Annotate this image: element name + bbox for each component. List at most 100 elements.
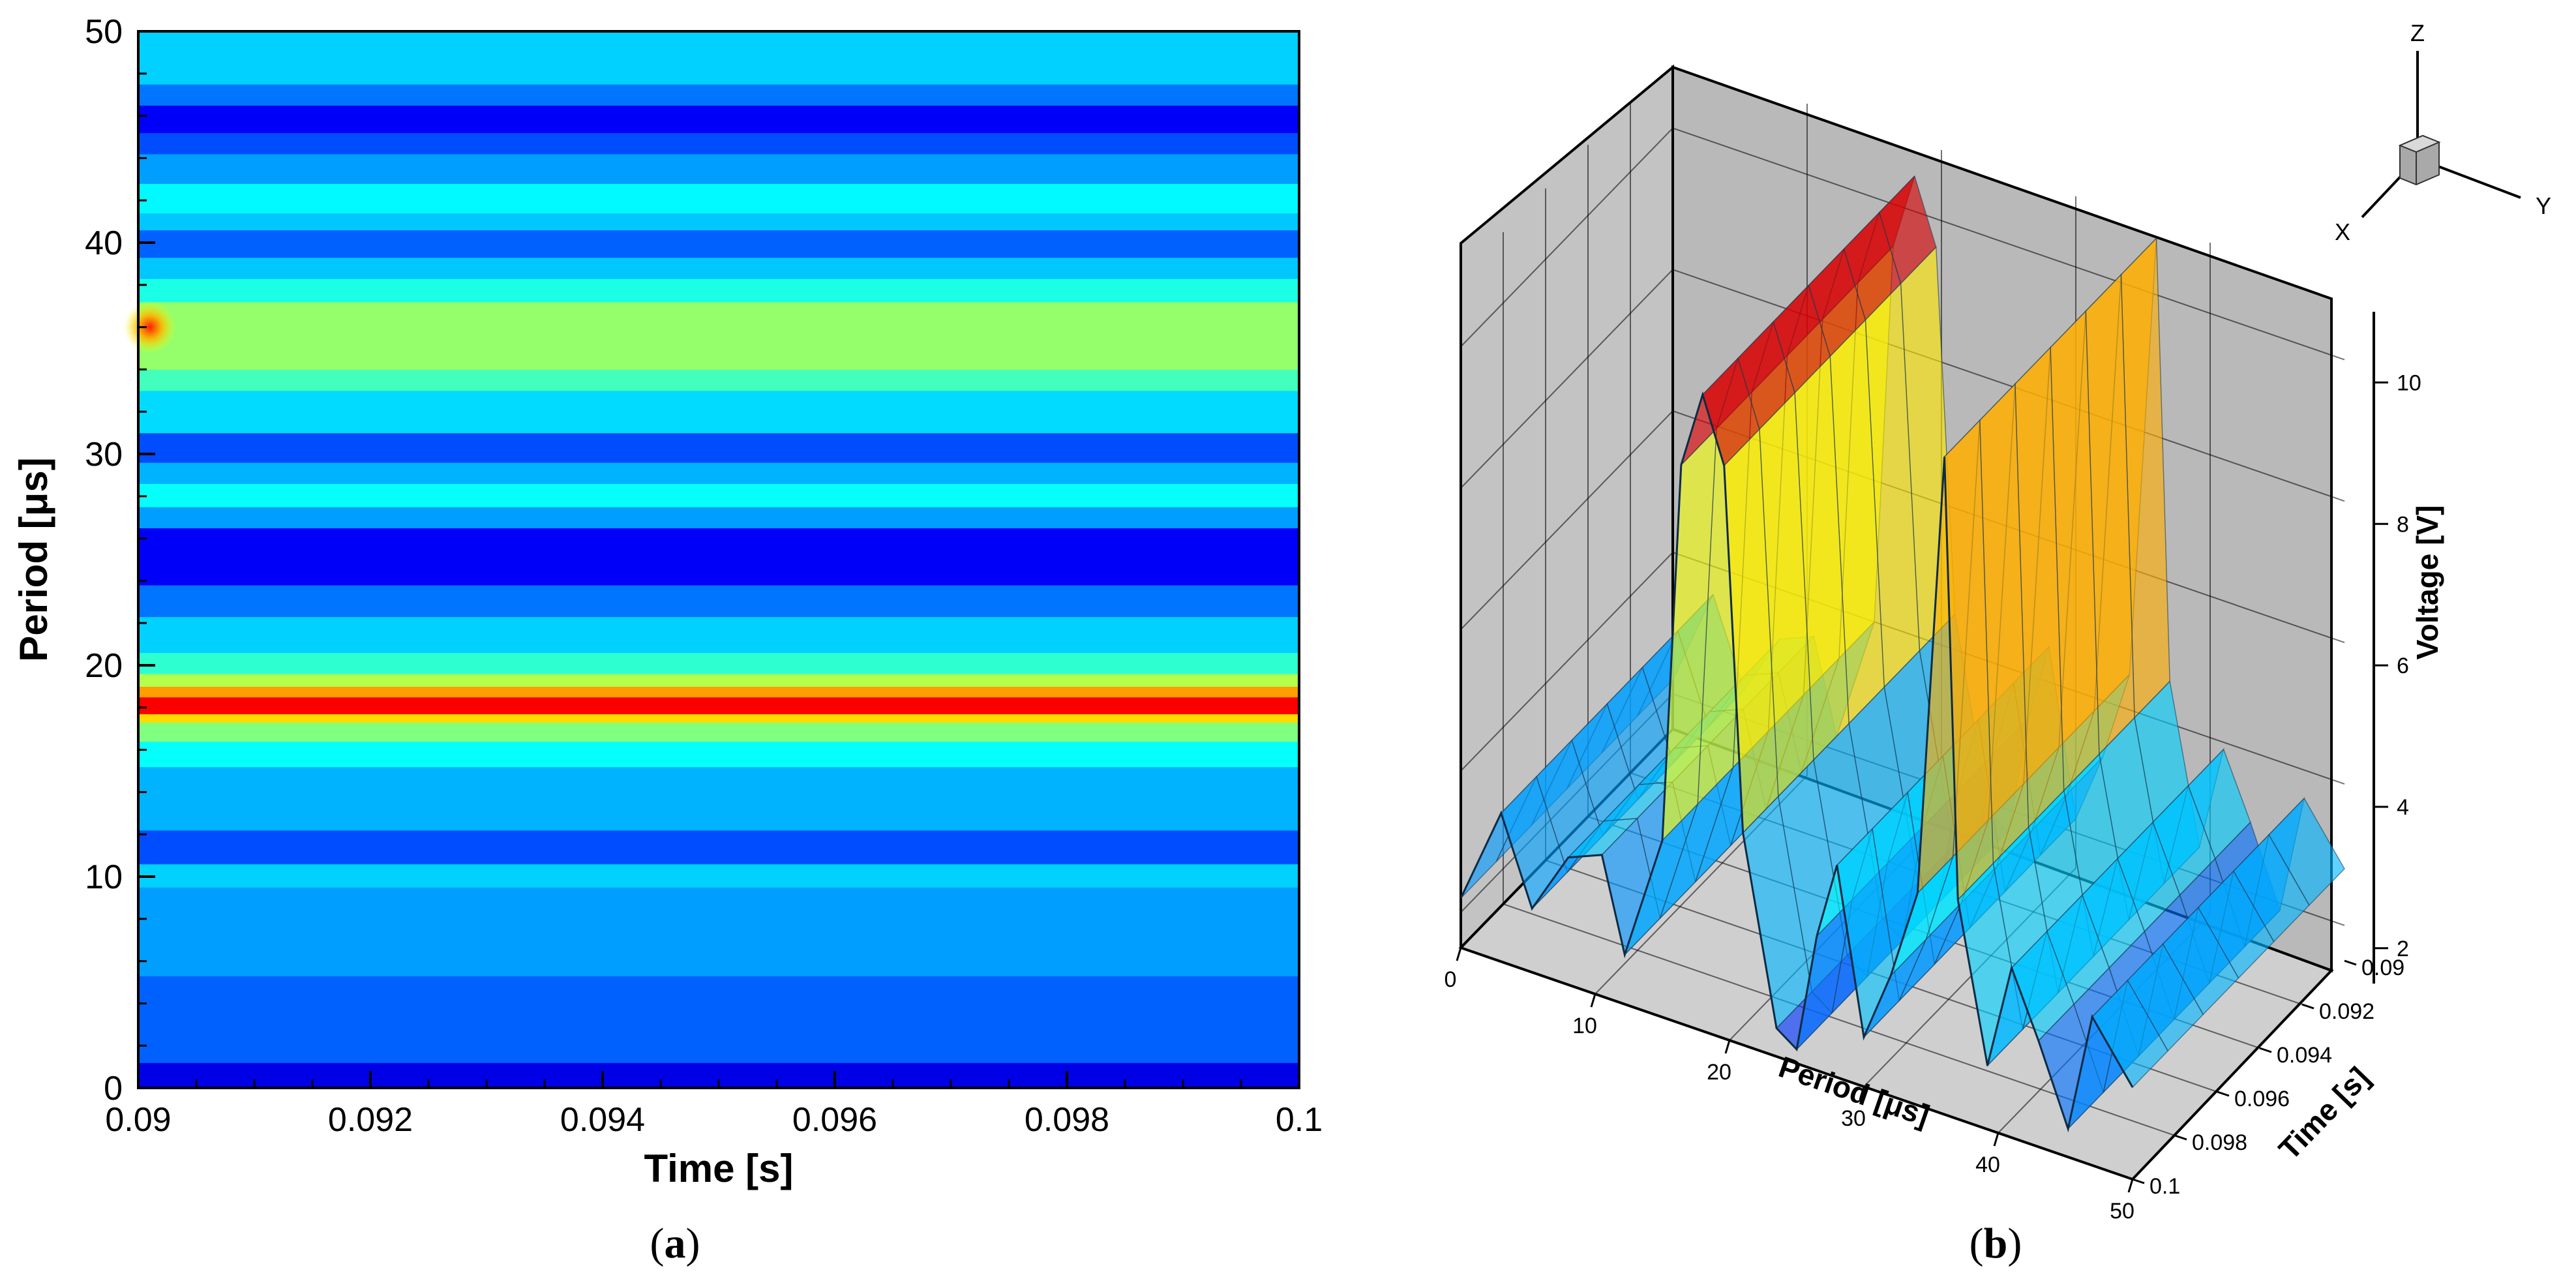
z-tick-label: 10 xyxy=(2397,370,2421,395)
time-tick-mark xyxy=(2259,1047,2272,1053)
z-tick-label: 4 xyxy=(2397,795,2409,820)
panel-label-b: (b) xyxy=(1969,1220,2022,1267)
time-axis-title: Time [s] xyxy=(2272,1061,2376,1166)
heatmap-hotspot xyxy=(123,301,176,354)
z-tick-label: 6 xyxy=(2397,654,2409,678)
heatmap-band xyxy=(138,369,1299,391)
period-tick-label: 30 xyxy=(1841,1106,1866,1131)
x-tick-label: 0.092 xyxy=(328,1101,413,1139)
triad-z-label: Z xyxy=(2410,20,2425,46)
heatmap-band xyxy=(138,230,1299,258)
y-tick-label: 0 xyxy=(104,1070,123,1108)
y-tick-label: 30 xyxy=(85,436,123,474)
period-tick-label: 10 xyxy=(1572,1014,1597,1038)
time-tick-label: 0.094 xyxy=(2277,1043,2332,1068)
heatmap-band xyxy=(138,301,1299,370)
heatmap-band xyxy=(138,31,1299,85)
x-tick-label: 0.098 xyxy=(1025,1101,1109,1139)
z-axis-ticks: 2 4 6 8 10 xyxy=(2374,370,2421,961)
period-tick-mark xyxy=(1859,1086,1865,1100)
time-tick-label: 0.092 xyxy=(2319,999,2374,1024)
period-tick-mark xyxy=(1724,1040,1731,1054)
period-axis-ticks: 0 10 20 30 40 50 xyxy=(1445,947,2134,1224)
heatmap-band xyxy=(138,766,1299,831)
grid-line xyxy=(1672,127,2345,361)
z-axis-title: Voltage [V] xyxy=(2410,505,2444,660)
heatmap-band xyxy=(138,616,1299,654)
time-tick-mark xyxy=(2174,1134,2187,1141)
heatmap-band xyxy=(138,887,1299,976)
heatmap-band xyxy=(138,483,1299,507)
heatmap-band xyxy=(138,183,1299,214)
surface-front-profile xyxy=(1460,391,2134,1133)
heatmap-band xyxy=(138,584,1299,618)
heatmap-band xyxy=(138,976,1299,1063)
heatmap-band xyxy=(138,722,1299,742)
period-tick-mark xyxy=(1456,947,1462,961)
grid-line xyxy=(1460,552,1673,772)
z-tick-label: 2 xyxy=(2397,937,2409,961)
heatmap-panel: 0.09 0.092 0.094 0.096 0.098 0.1 01020304050 … xyxy=(12,13,1323,1190)
triad-x-label: X xyxy=(2335,219,2350,245)
heatmap-y-ticks: 0 10 20 30 40 50 xyxy=(85,13,155,1108)
heatmap-band xyxy=(138,390,1299,434)
period-tick-label: 0 xyxy=(1445,967,1457,992)
surface-3d xyxy=(1460,175,2345,1133)
heatmap-band xyxy=(138,697,1299,715)
heatmap-band xyxy=(138,673,1299,687)
grid-line xyxy=(1460,269,1673,489)
heatmap-band xyxy=(138,830,1299,865)
y-tick-label: 40 xyxy=(85,224,123,262)
heatmap-band xyxy=(138,507,1299,528)
x-tick-label: 0.094 xyxy=(560,1101,645,1139)
heatmap-band xyxy=(138,279,1299,303)
period-tick-mark xyxy=(1993,1132,1999,1147)
y-tick-label: 20 xyxy=(85,647,123,685)
heatmap-band xyxy=(138,652,1299,674)
time-tick-mark xyxy=(2344,959,2357,966)
heatmap-y-axis-title: Period [μs] xyxy=(12,457,55,661)
period-tick-label: 50 xyxy=(2110,1199,2134,1224)
z-tick-label: 8 xyxy=(2397,512,2409,537)
heatmap-band xyxy=(138,153,1299,184)
grid-line xyxy=(1460,127,1673,348)
period-tick-label: 40 xyxy=(1975,1153,2000,1177)
panel-label-a: (a) xyxy=(650,1220,700,1267)
heatmap-band xyxy=(138,257,1299,279)
time-tick-label: 0.09 xyxy=(2361,956,2404,980)
time-axis-ticks: 0.09 0.092 0.094 0.096 0.098 0.1 xyxy=(2132,956,2404,1199)
x-tick-label: 0.09 xyxy=(105,1101,171,1139)
heatmap-bands xyxy=(138,31,1299,1088)
y-tick-label: 50 xyxy=(85,13,123,51)
heatmap-band xyxy=(138,105,1299,134)
time-tick-mark xyxy=(2301,1003,2314,1010)
heatmap-band xyxy=(138,213,1299,231)
time-tick-mark xyxy=(2132,1178,2145,1184)
heatmap-band xyxy=(138,714,1299,723)
heatmap-band xyxy=(138,864,1299,888)
orientation-triad: Z Y X xyxy=(2335,20,2551,245)
x-tick-label: 0.096 xyxy=(792,1101,877,1139)
grid-line xyxy=(1460,410,1673,630)
heatmap-x-ticks: 0.09 0.092 0.094 0.096 0.098 0.1 xyxy=(105,1071,1323,1139)
heatmap-band xyxy=(138,686,1299,698)
y-tick-label: 10 xyxy=(85,858,123,896)
heatmap-band xyxy=(138,741,1299,768)
grid-line xyxy=(1672,269,2345,502)
x-tick-label: 0.1 xyxy=(1276,1101,1323,1139)
time-tick-mark xyxy=(2217,1091,2230,1097)
time-tick-label: 0.098 xyxy=(2192,1130,2247,1155)
heatmap-band xyxy=(138,84,1299,106)
period-tick-label: 20 xyxy=(1707,1060,1731,1085)
heatmap-band xyxy=(138,432,1299,463)
triad-y-label: Y xyxy=(2536,192,2551,219)
period-tick-mark xyxy=(2127,1179,2134,1193)
period-tick-mark xyxy=(1590,993,1596,1008)
heatmap-x-axis-title: Time [s] xyxy=(644,1147,794,1190)
time-tick-label: 0.1 xyxy=(2149,1174,2180,1199)
time-tick-label: 0.096 xyxy=(2234,1087,2290,1111)
heatmap-band xyxy=(138,132,1299,155)
heatmap-band xyxy=(138,462,1299,484)
